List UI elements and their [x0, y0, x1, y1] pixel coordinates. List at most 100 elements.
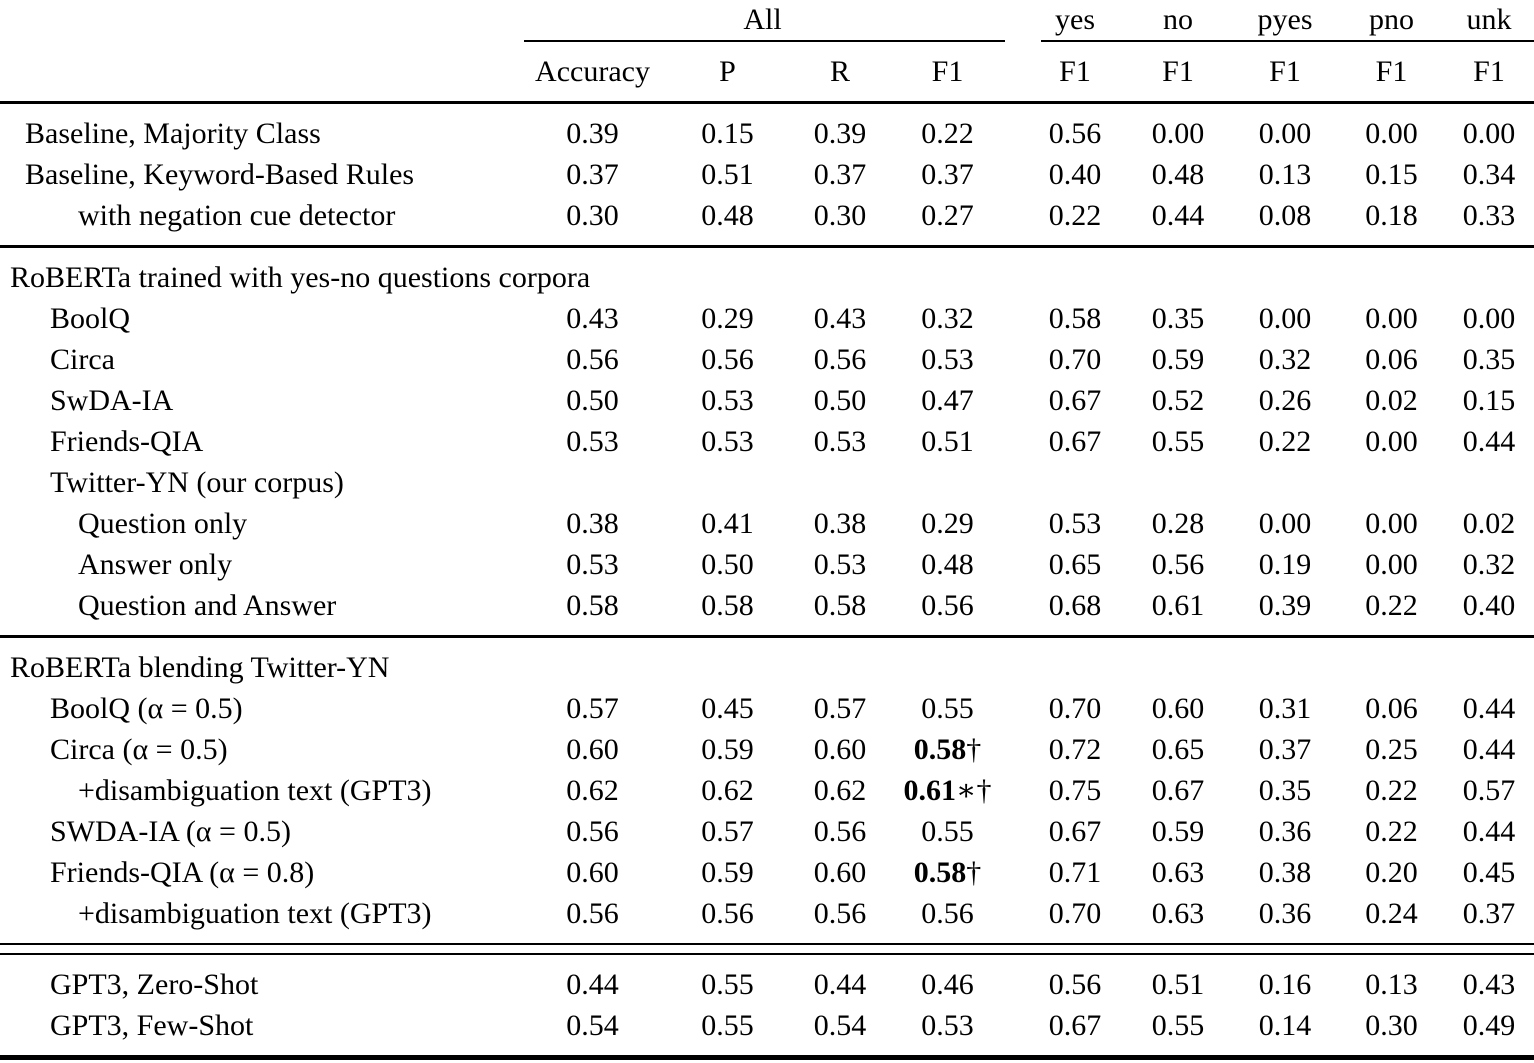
metric-cell: 0.48 — [1151, 157, 1205, 191]
metric-cell: 0.67 — [1048, 1008, 1102, 1042]
metric-cell: 0.44 — [566, 967, 619, 1001]
metric-cell: 0.53 — [1048, 506, 1102, 540]
metric-cell: 0.16 — [1258, 967, 1312, 1001]
metric-cell: 0.00 — [1365, 506, 1418, 540]
table-section: RoBERTa blending Twitter-YN BoolQ (α = 0… — [0, 638, 1534, 943]
table-row: Circa 0.56 0.56 0.56 0.53 0.70 0.59 0.32 0.06 0.… — [0, 339, 1534, 380]
metric-cell: 0.49 — [1462, 1008, 1516, 1042]
metric-cell: 0.56 — [701, 342, 754, 376]
metric-cell: 0.60 — [566, 732, 619, 766]
metric-cell: 0.30 — [813, 198, 867, 232]
table-row: SwDA-IA 0.50 0.53 0.50 0.47 0.67 0.52 0.26 0.02… — [0, 380, 1534, 421]
metric-cell: 0.44 — [1462, 424, 1516, 458]
group-header-pno: pno — [1369, 3, 1414, 36]
metric-cell: 0.35 — [1151, 301, 1205, 335]
metric-cell: 0.22 — [921, 116, 974, 150]
metric-cell: 0.06 — [1365, 691, 1418, 725]
row-label: SwDA-IA — [50, 383, 174, 417]
metric-cell: 0.43 — [1462, 967, 1516, 1001]
metric-cell: 0.37 — [921, 157, 974, 191]
metric-cell: 0.47 — [921, 383, 974, 417]
metric-cell: 0.56 — [701, 896, 754, 930]
metric-cell: 0.53 — [813, 547, 867, 581]
metric-cell: 0.58 — [1048, 301, 1102, 335]
row-label: Answer only — [78, 547, 233, 581]
metric-cell: 0.55 — [701, 967, 754, 1001]
metric-cell: 0.39 — [813, 116, 867, 150]
metric-cell: 0.62 — [813, 773, 867, 807]
metric-cell: 0.58 — [566, 588, 619, 622]
table-row: with negation cue detector 0.30 0.48 0.30 0… — [0, 195, 1534, 236]
table-row: SWDA-IA (α = 0.5) 0.56 0.57 0.56 0.55 0.67 0.… — [0, 811, 1534, 852]
metric-cell: 0.22 — [1365, 814, 1418, 848]
metric-cell: 0.57 — [1462, 773, 1516, 807]
metric-cell: 0.22 — [1048, 198, 1102, 232]
metric-cell: 0.53 — [921, 342, 974, 376]
metric-cell: 0.43 — [813, 301, 867, 335]
metric-cell: 0.51 — [701, 157, 754, 191]
group-header-yes: yes — [1055, 3, 1095, 36]
metric-cell: 0.53 — [921, 1008, 974, 1042]
metric-cell: 0.36 — [1258, 814, 1312, 848]
metric-cell: 0.61∗† — [903, 774, 992, 807]
metric-cell: 0.56 — [1151, 547, 1205, 581]
group-rules-row — [0, 40, 1534, 43]
section-divider — [0, 635, 1534, 638]
metric-cell: 0.39 — [566, 116, 619, 150]
metric-cell: 0.41 — [701, 506, 754, 540]
column-header-f1-all: F1 — [931, 55, 964, 88]
metric-cell: 0.40 — [1048, 157, 1102, 191]
metric-cell: 0.67 — [1048, 383, 1102, 417]
table-row: Circa (α = 0.5) 0.60 0.59 0.60 0.58† 0.72 0.6… — [0, 729, 1534, 770]
table-row: Baseline, Keyword-Based Rules 0.37 0.51 0.… — [0, 154, 1534, 195]
row-label: +disambiguation text (GPT3) — [78, 773, 432, 807]
metric-cell: 0.00 — [1365, 116, 1418, 150]
metric-cell: 0.39 — [1258, 588, 1312, 622]
metric-cell: 0.35 — [1462, 342, 1516, 376]
metric-cell: 0.60 — [1151, 691, 1205, 725]
row-label: with negation cue detector — [78, 198, 396, 232]
metric-cell: 0.18 — [1365, 198, 1418, 232]
table-section: RoBERTa trained with yes-no questions co… — [0, 248, 1534, 635]
group-header-no: no — [1163, 3, 1193, 36]
metric-cell: 0.00 — [1258, 506, 1312, 540]
metric-cell: 0.00 — [1365, 547, 1418, 581]
metric-cell: 0.57 — [813, 691, 867, 725]
metric-cell: 0.56 — [566, 342, 619, 376]
metric-cell: 0.50 — [813, 383, 867, 417]
metric-cell: 0.55 — [921, 691, 974, 725]
metric-cell: 0.54 — [566, 1008, 619, 1042]
metric-cell: 0.60 — [813, 732, 867, 766]
classes-group-rule — [1041, 40, 1534, 42]
bottom-rule — [0, 1055, 1534, 1060]
row-label: Friends-QIA — [50, 424, 204, 458]
metric-cell: 0.63 — [1151, 855, 1205, 889]
column-header-r: R — [829, 55, 850, 88]
row-label: Friends-QIA (α = 0.8) — [50, 855, 315, 889]
column-header-p: P — [719, 55, 736, 88]
metric-cell: 0.58† — [913, 855, 982, 889]
metric-cell: 0.44 — [1462, 691, 1516, 725]
metric-cell: 0.55 — [1151, 1008, 1205, 1042]
column-header-f1-yes: F1 — [1059, 55, 1091, 88]
metric-cell: 0.15 — [1365, 157, 1418, 191]
metric-cell: 0.38 — [1258, 855, 1312, 889]
section-header-row: RoBERTa blending Twitter-YN — [0, 647, 1534, 688]
metric-cell: 0.70 — [1048, 691, 1102, 725]
row-label: BoolQ — [50, 301, 131, 335]
metric-cell: 0.13 — [1258, 157, 1312, 191]
metric-cell: 0.56 — [1048, 116, 1102, 150]
metric-cell: 0.31 — [1258, 691, 1312, 725]
section-header-row: RoBERTa trained with yes-no questions co… — [0, 257, 1534, 298]
metric-cell: 0.48 — [701, 198, 754, 232]
metric-cell: 0.59 — [701, 732, 754, 766]
row-label: Baseline, Keyword-Based Rules — [25, 157, 415, 191]
metric-cell: 0.32 — [1462, 547, 1516, 581]
metric-cell: 0.24 — [1365, 896, 1418, 930]
metric-cell: 0.58 — [701, 588, 754, 622]
metric-cell: 0.57 — [566, 691, 619, 725]
metric-cell: 0.32 — [921, 301, 974, 335]
table-row: BoolQ 0.43 0.29 0.43 0.32 0.58 0.35 0.00 0.00 0.… — [0, 298, 1534, 339]
column-header-row: Accuracy P R F1 F1 F1 F1 F1 F1 — [0, 43, 1534, 101]
